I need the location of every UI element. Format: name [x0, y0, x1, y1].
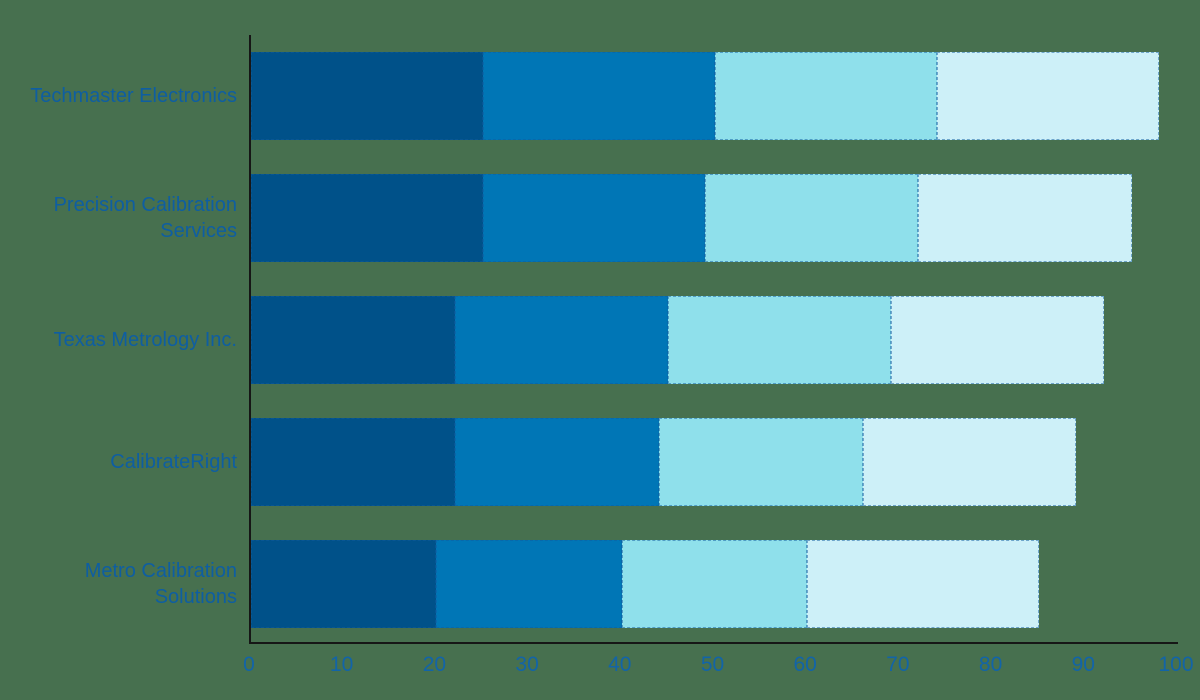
- category-label: Precision Calibration Services: [0, 174, 237, 262]
- bar-segment: [454, 296, 669, 384]
- x-tick-label: 40: [608, 653, 632, 676]
- bar-segment: [251, 540, 437, 628]
- category-label: Texas Metrology Inc.: [0, 296, 237, 384]
- y-axis-labels: Techmaster Electronics Precision Calibrat…: [0, 35, 237, 642]
- x-tick-label: 20: [422, 653, 447, 676]
- bar-segment: [482, 52, 715, 140]
- category-label-text: CalibrateRight: [110, 450, 237, 473]
- bar-segment: [668, 296, 891, 384]
- bar-row: [251, 418, 1178, 506]
- bar-row: [251, 296, 1178, 384]
- bar-segment: [658, 418, 863, 506]
- bar-segment: [251, 418, 455, 506]
- x-tick-label: 80: [978, 653, 1003, 676]
- category-label-text: Texas Metrology Inc.: [53, 328, 237, 351]
- bar-row: [251, 540, 1178, 628]
- bar-segment: [936, 52, 1160, 140]
- x-tick-label: 50: [700, 653, 725, 676]
- bar-segment: [436, 540, 622, 628]
- x-tick-label: 10: [330, 653, 354, 676]
- x-tick-label: 100: [1158, 653, 1194, 676]
- x-tick-label: 60: [793, 653, 817, 676]
- plot-area: [249, 35, 1178, 644]
- category-label: Techmaster Electronics: [0, 52, 237, 140]
- bar-segment: [482, 174, 706, 262]
- bar-segment: [705, 174, 919, 262]
- bar-segment: [621, 540, 808, 628]
- bar-segment: [714, 52, 937, 140]
- x-tick-label: 90: [1071, 653, 1095, 676]
- category-label-text: Metro Calibration Solutions: [84, 559, 237, 608]
- bar-segment: [862, 418, 1077, 506]
- bar-row: [251, 52, 1178, 140]
- bar-segment: [251, 296, 455, 384]
- bar-segment: [251, 174, 483, 262]
- category-label-text: Precision Calibration Services: [53, 193, 237, 242]
- x-axis-tick-labels: 0 10 20 30 40 50 60 70 80 90 100: [243, 653, 1193, 683]
- category-label: Metro Calibration Solutions: [0, 540, 237, 628]
- bar-row: [251, 174, 1178, 262]
- bar-segment: [918, 174, 1132, 262]
- x-tick-label: 30: [515, 653, 539, 676]
- bar-segment: [807, 540, 1039, 628]
- category-label-text: Techmaster Electronics: [30, 84, 237, 107]
- category-label: CalibrateRight: [0, 418, 237, 506]
- bar-segment: [890, 296, 1104, 384]
- bar-segment: [251, 52, 483, 140]
- bar-segment: [454, 418, 659, 506]
- x-tick-label: 70: [886, 653, 910, 676]
- x-tick-label: 0: [243, 653, 255, 676]
